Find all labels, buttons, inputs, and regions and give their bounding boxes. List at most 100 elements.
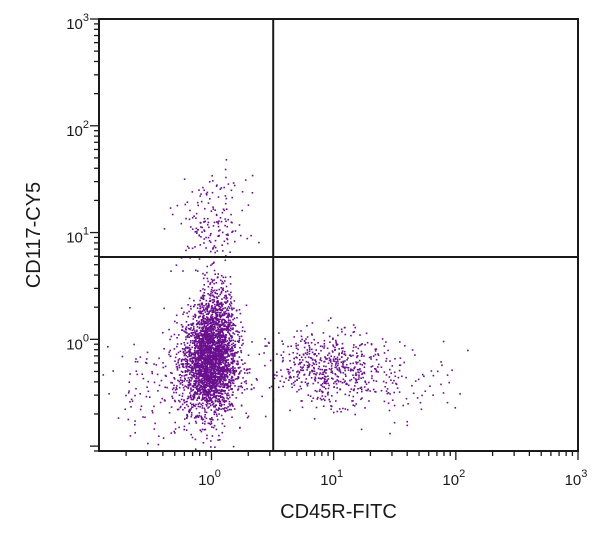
data-point: [304, 340, 306, 342]
data-point: [393, 391, 395, 394]
data-point: [339, 370, 342, 372]
data-point: [212, 342, 214, 344]
data-point: [193, 327, 195, 330]
data-point: [200, 319, 203, 321]
data-point: [215, 361, 218, 364]
data-point: [188, 380, 191, 382]
data-point: [206, 345, 209, 348]
data-point: [311, 351, 314, 354]
data-point: [216, 366, 219, 369]
data-point: [342, 378, 345, 381]
data-point: [184, 331, 187, 333]
data-point: [186, 359, 189, 361]
data-point: [169, 338, 171, 341]
data-point: [207, 293, 209, 295]
data-point: [195, 407, 198, 410]
data-point: [297, 363, 300, 366]
data-point: [224, 301, 226, 303]
data-point: [201, 382, 203, 384]
data-point: [368, 356, 371, 359]
data-point: [328, 398, 330, 401]
data-point: [229, 348, 232, 350]
data-point: [209, 396, 212, 399]
data-point: [198, 382, 200, 384]
data-point: [312, 397, 315, 399]
data-point: [334, 366, 336, 369]
data-point: [280, 369, 282, 371]
data-point: [328, 368, 331, 370]
data-point: [205, 411, 208, 414]
data-point: [353, 389, 355, 392]
data-point: [210, 368, 213, 371]
data-point: [201, 346, 203, 349]
data-point: [200, 334, 203, 336]
data-point: [202, 341, 205, 344]
data-point: [217, 389, 220, 392]
data-point: [196, 369, 199, 372]
data-point: [333, 411, 335, 414]
data-point: [191, 247, 194, 250]
data-point: [219, 360, 222, 362]
data-point: [385, 357, 388, 360]
data-point: [226, 326, 229, 329]
data-point: [225, 296, 227, 298]
data-point: [231, 376, 234, 378]
data-point: [212, 381, 214, 383]
data-point: [212, 419, 214, 421]
data-point: [208, 390, 210, 392]
data-point: [208, 357, 210, 360]
data-point: [213, 308, 215, 311]
data-point: [224, 280, 226, 282]
data-point: [195, 338, 197, 341]
data-point: [199, 406, 201, 408]
data-point: [360, 370, 362, 373]
data-point: [217, 276, 219, 278]
data-point: [129, 401, 131, 403]
data-point: [212, 319, 215, 322]
data-point: [389, 360, 391, 362]
data-point: [184, 418, 186, 420]
data-point: [323, 365, 325, 367]
data-point: [334, 346, 336, 349]
data-point: [175, 391, 178, 394]
data-point: [233, 307, 235, 310]
data-point: [293, 363, 296, 366]
data-point: [245, 369, 248, 372]
data-point: [204, 374, 207, 376]
data-point: [208, 355, 210, 358]
data-point: [202, 375, 204, 378]
data-point: [221, 244, 223, 246]
data-point: [200, 359, 202, 362]
data-point: [153, 363, 155, 365]
data-point: [197, 356, 199, 359]
data-point: [212, 393, 215, 395]
data-point: [204, 318, 206, 320]
data-point: [322, 332, 325, 334]
data-point: [314, 377, 317, 380]
data-point: [246, 388, 248, 390]
data-point: [367, 388, 369, 391]
data-point: [209, 347, 211, 349]
data-point: [184, 363, 187, 365]
data-point: [187, 324, 190, 326]
data-point: [202, 348, 204, 350]
data-point: [153, 405, 155, 408]
data-point: [228, 338, 230, 340]
data-point: [357, 347, 360, 350]
data-point: [200, 226, 202, 228]
data-point: [221, 328, 224, 330]
data-point: [219, 353, 222, 355]
data-point: [318, 390, 321, 392]
data-point: [221, 309, 223, 312]
data-point: [207, 280, 209, 283]
data-point: [419, 401, 422, 404]
data-point: [147, 380, 149, 383]
data-point: [319, 345, 322, 347]
data-point: [129, 307, 131, 309]
data-point: [192, 384, 194, 387]
data-point: [189, 341, 192, 344]
data-point: [221, 298, 223, 300]
data-point: [208, 328, 210, 331]
data-point: [194, 380, 197, 383]
data-point: [192, 315, 195, 318]
